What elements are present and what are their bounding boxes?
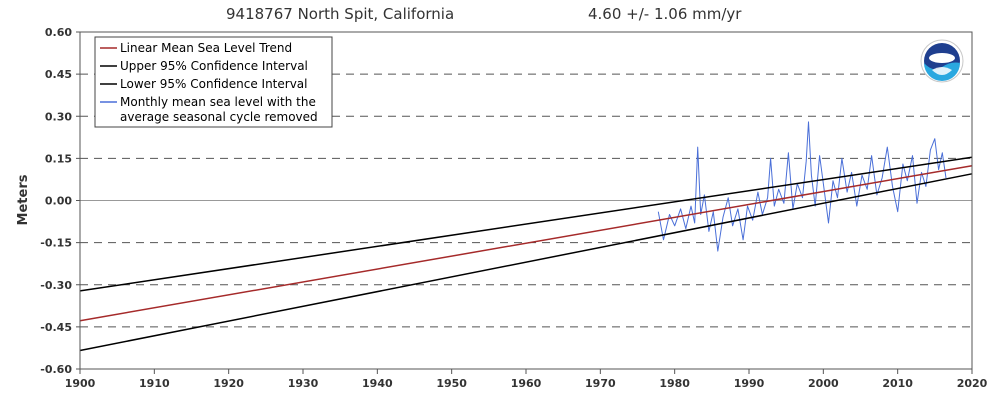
x-tick-label-2: 1920 (213, 377, 244, 390)
grid (80, 73, 972, 328)
x-tick-label-10: 2000 (808, 377, 839, 390)
series-line-1 (79, 156, 973, 292)
x-tick-label-8: 1980 (659, 377, 690, 390)
series-line-2 (79, 173, 973, 352)
noaa-logo-icon (920, 39, 964, 83)
trend-rate: 4.60 +/- 1.06 mm/yr (588, 5, 742, 23)
y-tick-label-1: -0.45 (40, 321, 72, 334)
x-tick-label-1: 1910 (139, 377, 170, 390)
series-layer (79, 121, 973, 352)
y-tick-label-5: 0.15 (45, 152, 72, 165)
x-tick-label-6: 1960 (511, 377, 542, 390)
legend-label-3-line-1: average seasonal cycle removed (120, 110, 318, 124)
y-tick-label-4: 0.00 (45, 195, 72, 208)
x-tick-label-4: 1940 (362, 377, 393, 390)
y-tick-label-6: 0.30 (45, 110, 72, 123)
legend-label-1: Upper 95% Confidence Interval (120, 59, 308, 73)
series-line-0 (79, 164, 973, 322)
y-tick-label-2: -0.30 (40, 279, 72, 292)
x-tick-label-9: 1990 (734, 377, 765, 390)
x-tick-label-7: 1970 (585, 377, 616, 390)
y-tick-label-7: 0.45 (45, 68, 72, 81)
x-tick-label-5: 1950 (436, 377, 467, 390)
legend-box (94, 36, 333, 128)
legend-label-0: Linear Mean Sea Level Trend (120, 41, 292, 55)
x-tick-label-12: 2020 (957, 377, 988, 390)
x-tick-label-0: 1900 (65, 377, 96, 390)
legend-label-3-line-0: Monthly mean sea level with the (120, 95, 316, 109)
chart-title: 9418767 North Spit, California (226, 5, 455, 23)
ticks: -0.60 -0.45 -0.30 -0.15 0.00 0.15 0.30 0.45 0.60… (40, 26, 987, 390)
x-tick-label-11: 2010 (882, 377, 913, 390)
y-tick-label-0: -0.60 (40, 363, 72, 376)
y-tick-label-3: -0.15 (40, 237, 72, 250)
y-axis-title: Meters (16, 174, 31, 225)
legend-label-2: Lower 95% Confidence Interval (120, 77, 308, 91)
x-tick-label-3: 1930 (288, 377, 319, 390)
y-tick-label-8: 0.60 (45, 26, 72, 39)
legend: Linear Mean Sea Level Trend Upper 95% Con… (94, 36, 333, 128)
